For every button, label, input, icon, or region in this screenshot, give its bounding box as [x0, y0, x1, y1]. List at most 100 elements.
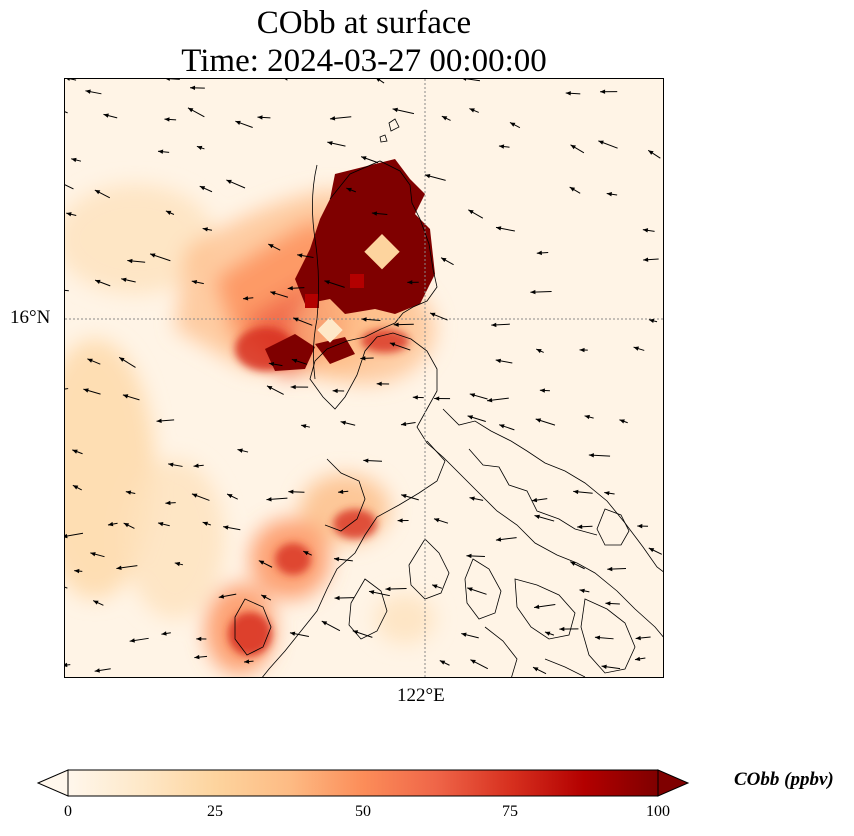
wind-arrowhead — [606, 191, 612, 197]
wind-arrowhead — [74, 568, 80, 574]
wind-arrowhead — [290, 384, 296, 390]
wind-arrow — [68, 79, 77, 81]
wind-arrowhead — [565, 91, 571, 96]
wind-arrowhead — [270, 291, 276, 296]
wind-arrowhead — [577, 524, 583, 529]
map-panel[interactable] — [64, 78, 664, 678]
wind-arrowhead — [287, 286, 293, 291]
colorbar-label: CObb (ppbv) — [734, 769, 834, 790]
wind-arrowhead — [544, 631, 551, 636]
cobb-peak-region — [265, 159, 435, 371]
wind-arrowhead — [469, 496, 475, 501]
wind-arrowhead — [237, 448, 243, 453]
wind-arrowhead — [648, 150, 654, 155]
wind-arrowhead — [579, 588, 585, 594]
wind-arrowhead — [467, 415, 474, 420]
wind-arrowhead — [268, 361, 275, 367]
wind-arrowhead — [346, 187, 352, 193]
wind-arrowhead — [235, 120, 241, 125]
wind-arrowhead — [340, 420, 346, 425]
wind-arrowhead — [129, 638, 135, 643]
wind-arrowhead — [157, 521, 164, 527]
wind-arrowhead — [334, 595, 340, 601]
colorbar-tick-50: 50 — [355, 803, 371, 820]
wind-arrowhead — [509, 122, 516, 127]
wind-arrowhead — [469, 108, 475, 113]
wind-arrowhead — [360, 356, 366, 361]
wind-arrowhead — [536, 250, 542, 256]
wind-arrowhead — [333, 557, 340, 562]
map-title: CObb at surface — [256, 5, 472, 41]
wind-arrowhead — [191, 279, 198, 285]
wind-arrowhead — [243, 296, 249, 301]
wind-arrowhead — [441, 257, 447, 263]
wind-arrowhead — [535, 418, 542, 423]
colorbar-tick-0: 0 — [64, 803, 72, 820]
colorbar-gradient — [67, 769, 659, 797]
wind-arrowhead — [193, 463, 199, 468]
colorbar-tick-100: 100 — [646, 803, 670, 820]
wind-arrowhead — [598, 140, 604, 145]
wind-arrowhead — [470, 659, 476, 664]
wind-arrowhead — [194, 654, 200, 660]
wind-arrowhead — [376, 79, 381, 82]
colorbar-tick-25: 25 — [207, 803, 223, 820]
wind-arrowhead — [412, 395, 418, 400]
wind-arrowhead — [303, 551, 309, 556]
wind-arrowhead — [121, 277, 127, 282]
wind-arrowhead — [468, 209, 474, 215]
wind-arrowhead — [637, 523, 643, 529]
wind-arrowhead — [495, 358, 502, 364]
wind-arrowhead — [125, 490, 132, 495]
wind-arrowhead — [424, 174, 431, 179]
wind-arrowhead — [297, 253, 303, 258]
wind-arrow — [65, 289, 69, 292]
wind-vectors — [65, 79, 663, 675]
wind-arrowhead — [190, 85, 196, 91]
wind-arrowhead — [166, 79, 170, 81]
wind-arrowhead — [530, 289, 536, 295]
wind-arrowhead — [65, 662, 68, 668]
wind-arrowhead — [393, 322, 399, 327]
wind-arrowhead — [94, 668, 100, 673]
wind-arrowhead — [570, 144, 576, 150]
wind-arrowhead — [103, 113, 109, 118]
wind-arrowhead — [534, 604, 540, 609]
wind-arrowhead — [223, 525, 229, 530]
wind-arrowhead — [165, 210, 172, 215]
wind-arrowhead — [466, 553, 472, 559]
wind-arrowhead — [461, 632, 467, 637]
wind-arrowhead — [607, 566, 613, 572]
colorbar — [36, 769, 690, 797]
latitude-tick-label: 16°N — [10, 307, 51, 328]
wind-arrowhead — [65, 533, 68, 539]
wind-arrowhead — [499, 424, 505, 429]
wind-arrowhead — [93, 600, 99, 605]
wind-arrowhead — [439, 660, 446, 665]
wind-arrowhead — [289, 631, 296, 636]
wind-arrowhead — [258, 560, 265, 565]
wind-arrowhead — [266, 497, 272, 502]
wind-arrowhead — [605, 601, 611, 606]
colorbar-extend-max — [657, 769, 690, 797]
wind-arrowhead — [441, 116, 448, 121]
wind-arrowhead — [257, 115, 263, 120]
wind-arrow — [65, 184, 74, 190]
wind-arrowhead — [569, 187, 576, 192]
wind-arrowhead — [634, 656, 641, 662]
wind-arrowhead — [199, 186, 206, 191]
wind-arrowhead — [244, 659, 250, 664]
wind-arrowhead — [161, 631, 167, 636]
wind-arrowhead — [584, 414, 590, 420]
wind-arrowhead — [71, 157, 77, 163]
wind-arrowhead — [293, 317, 299, 322]
wind-arrowhead — [268, 244, 274, 249]
wind-arrowhead — [352, 630, 359, 635]
wind-arrowhead — [401, 494, 407, 499]
wind-arrowhead — [165, 500, 171, 506]
wind-arrow — [65, 111, 68, 114]
map-canvas — [65, 79, 663, 677]
wind-arrowhead — [536, 349, 542, 354]
wind-arrowhead — [407, 280, 413, 285]
wind-arrowhead — [539, 388, 545, 393]
